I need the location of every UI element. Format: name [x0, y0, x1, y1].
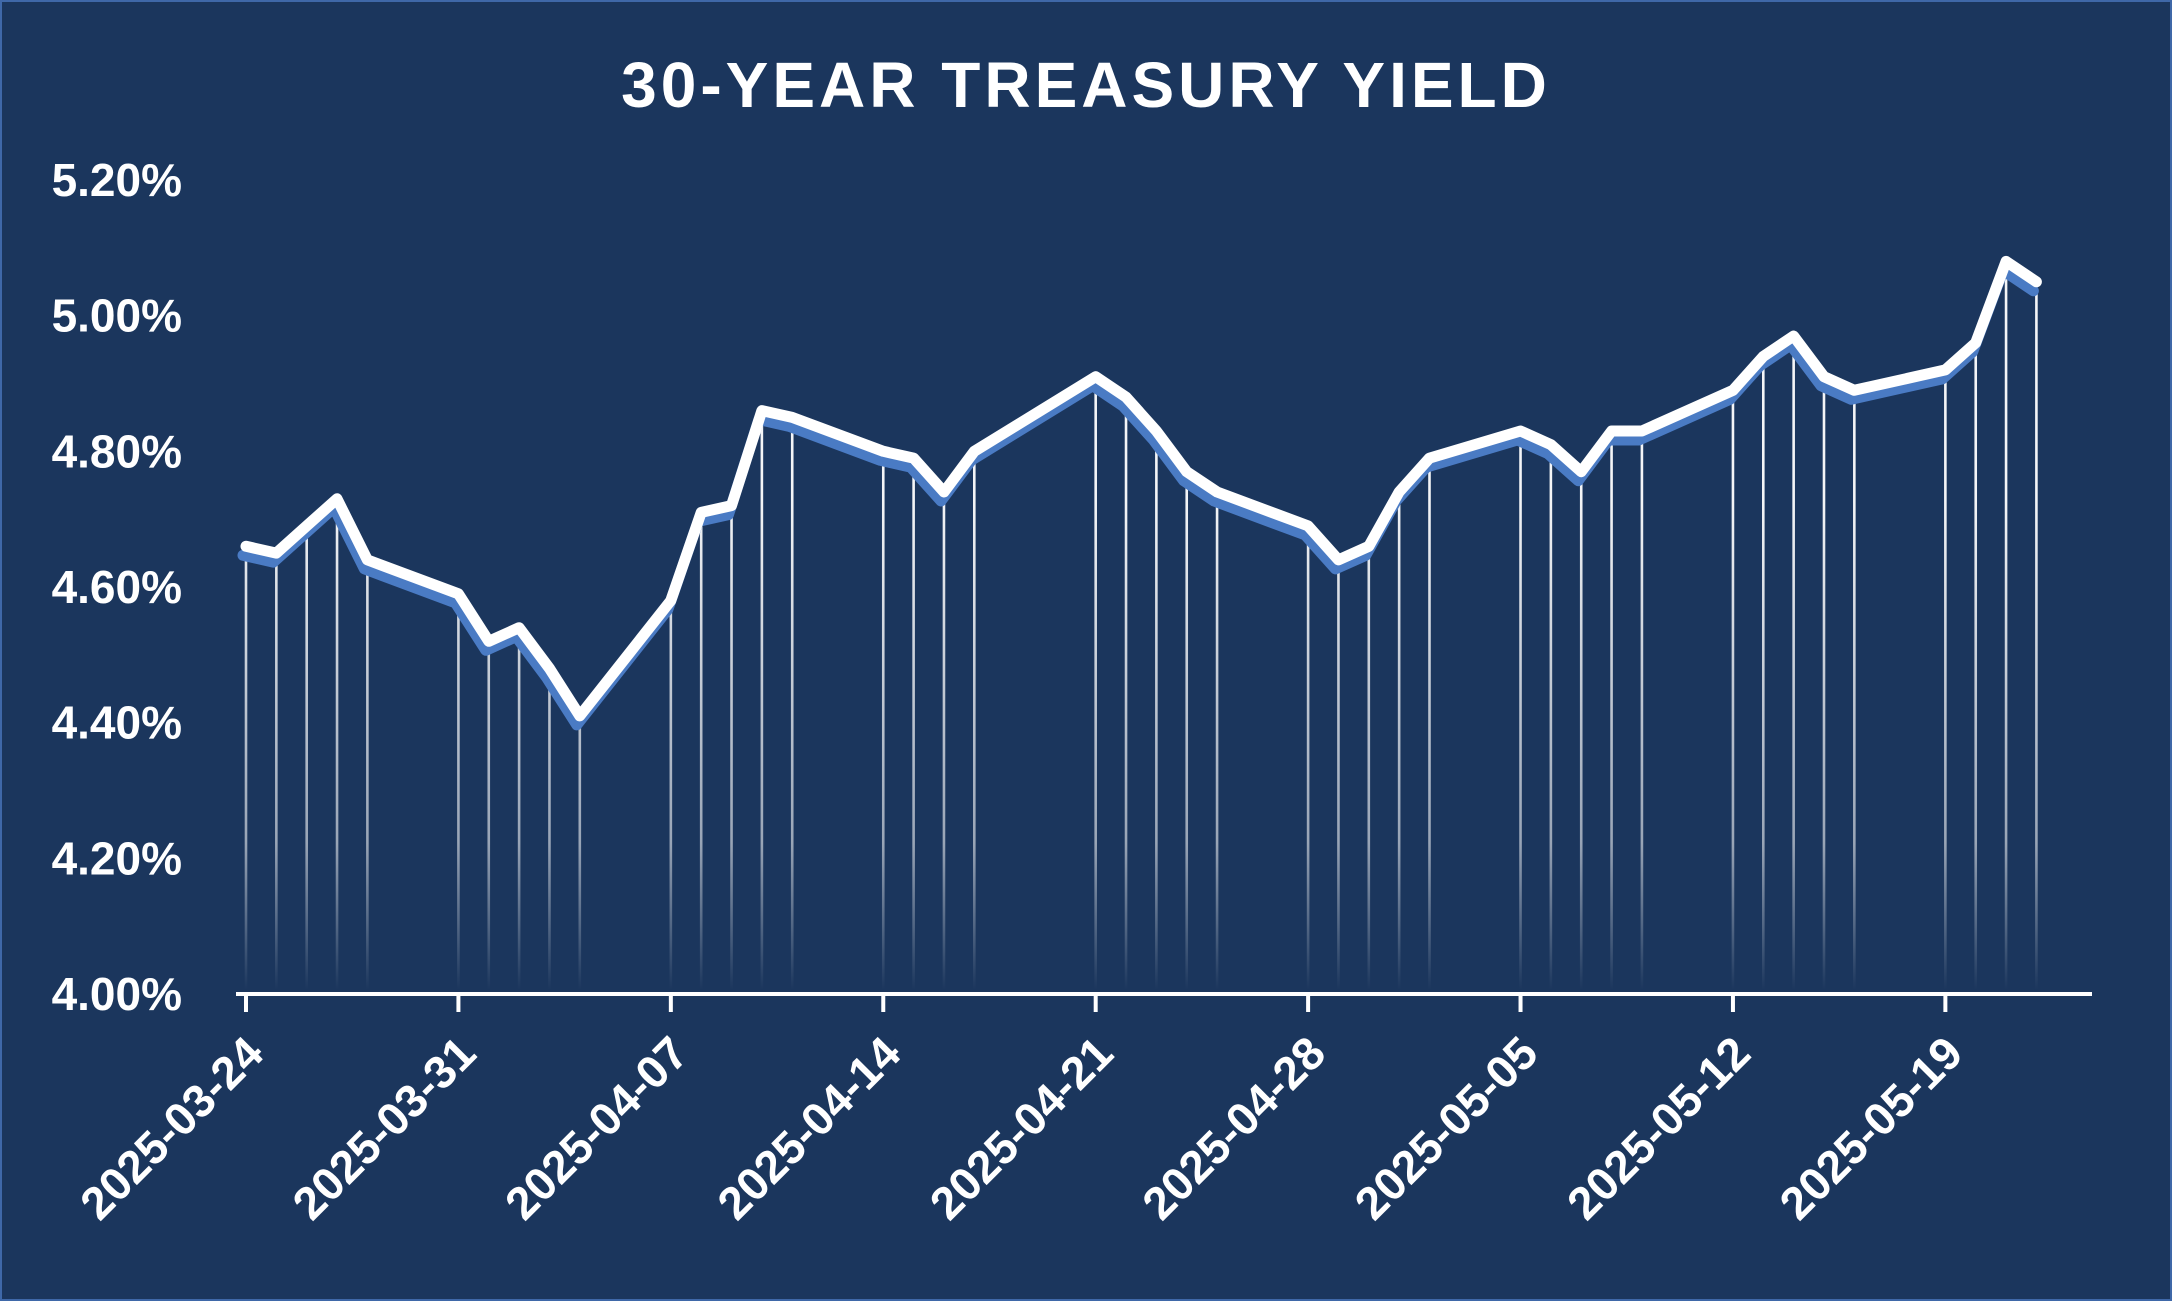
y-tick-label: 4.20%: [52, 832, 182, 884]
y-tick-label: 4.80%: [52, 425, 182, 477]
x-tick-label: 2025-05-05: [1344, 1026, 1547, 1229]
y-tick-label: 5.20%: [52, 154, 182, 206]
data-point: [1215, 490, 1219, 494]
x-tick-label: 2025-05-19: [1769, 1026, 1972, 1229]
data-point: [305, 524, 309, 528]
data-point: [487, 639, 491, 643]
data-point: [760, 409, 764, 413]
data-point: [1610, 429, 1614, 433]
data-point: [669, 599, 673, 603]
data-point: [1792, 334, 1796, 338]
series-lines: [237, 255, 2042, 731]
drop-lines: [244, 267, 2038, 992]
data-point: [1579, 470, 1583, 474]
data-point: [730, 504, 734, 508]
x-axis-ticks: 2025-03-24 2025-03-31 2025-04-07 2025-04-14…: [70, 1026, 1973, 1229]
x-axis: [236, 992, 2092, 1012]
y-axis-ticks: 5.20% 5.00% 4.80% 4.60% 4.40% 4.20% 4.00%: [52, 154, 182, 1020]
data-point: [1427, 456, 1431, 460]
x-tick-label: 2025-04-21: [920, 1026, 1123, 1229]
x-tick-label: 2025-04-14: [707, 1026, 910, 1229]
y-tick-label: 4.00%: [52, 968, 182, 1020]
data-point: [790, 415, 794, 419]
x-tick-label: 2025-05-12: [1557, 1026, 1760, 1229]
y-tick-label: 4.40%: [52, 697, 182, 749]
data-point: [942, 490, 946, 494]
data-point: [365, 558, 369, 562]
y-tick-label: 4.60%: [52, 561, 182, 613]
x-tick-label: 2025-03-24: [70, 1026, 273, 1229]
data-point: [1549, 443, 1553, 447]
data-point: [1974, 341, 1978, 345]
data-point: [1306, 524, 1310, 528]
data-point: [1397, 490, 1401, 494]
data-point: [244, 544, 248, 548]
data-point: [1336, 558, 1340, 562]
data-point: [2004, 259, 2008, 263]
data-point: [1185, 470, 1189, 474]
data-point: [881, 449, 885, 453]
data-point: [1154, 429, 1158, 433]
data-point: [2034, 280, 2038, 284]
x-tick-label: 2025-04-28: [1132, 1026, 1335, 1229]
data-point: [578, 714, 582, 718]
data-point: [456, 592, 460, 596]
series-shadow-line: [237, 264, 2039, 731]
chart-title: 30-YEAR TREASURY YIELD: [621, 49, 1551, 121]
data-point: [912, 456, 916, 460]
data-point: [1640, 429, 1644, 433]
data-point: [699, 510, 703, 514]
data-point: [1731, 388, 1735, 392]
y-tick-label: 5.00%: [52, 290, 182, 342]
data-point: [1822, 375, 1826, 379]
data-point: [517, 626, 521, 630]
data-point: [274, 551, 278, 555]
data-point: [1761, 354, 1765, 358]
series-line: [240, 255, 2042, 722]
data-point: [335, 497, 339, 501]
data-point: [1943, 368, 1947, 372]
data-point: [1519, 429, 1523, 433]
x-tick-label: 2025-04-07: [495, 1026, 698, 1229]
data-point: [1852, 388, 1856, 392]
x-tick-label: 2025-03-31: [282, 1026, 485, 1229]
data-point: [1124, 395, 1128, 399]
data-point: [547, 666, 551, 670]
data-point: [1367, 544, 1371, 548]
data-point: [972, 449, 976, 453]
data-point: [1094, 375, 1098, 379]
